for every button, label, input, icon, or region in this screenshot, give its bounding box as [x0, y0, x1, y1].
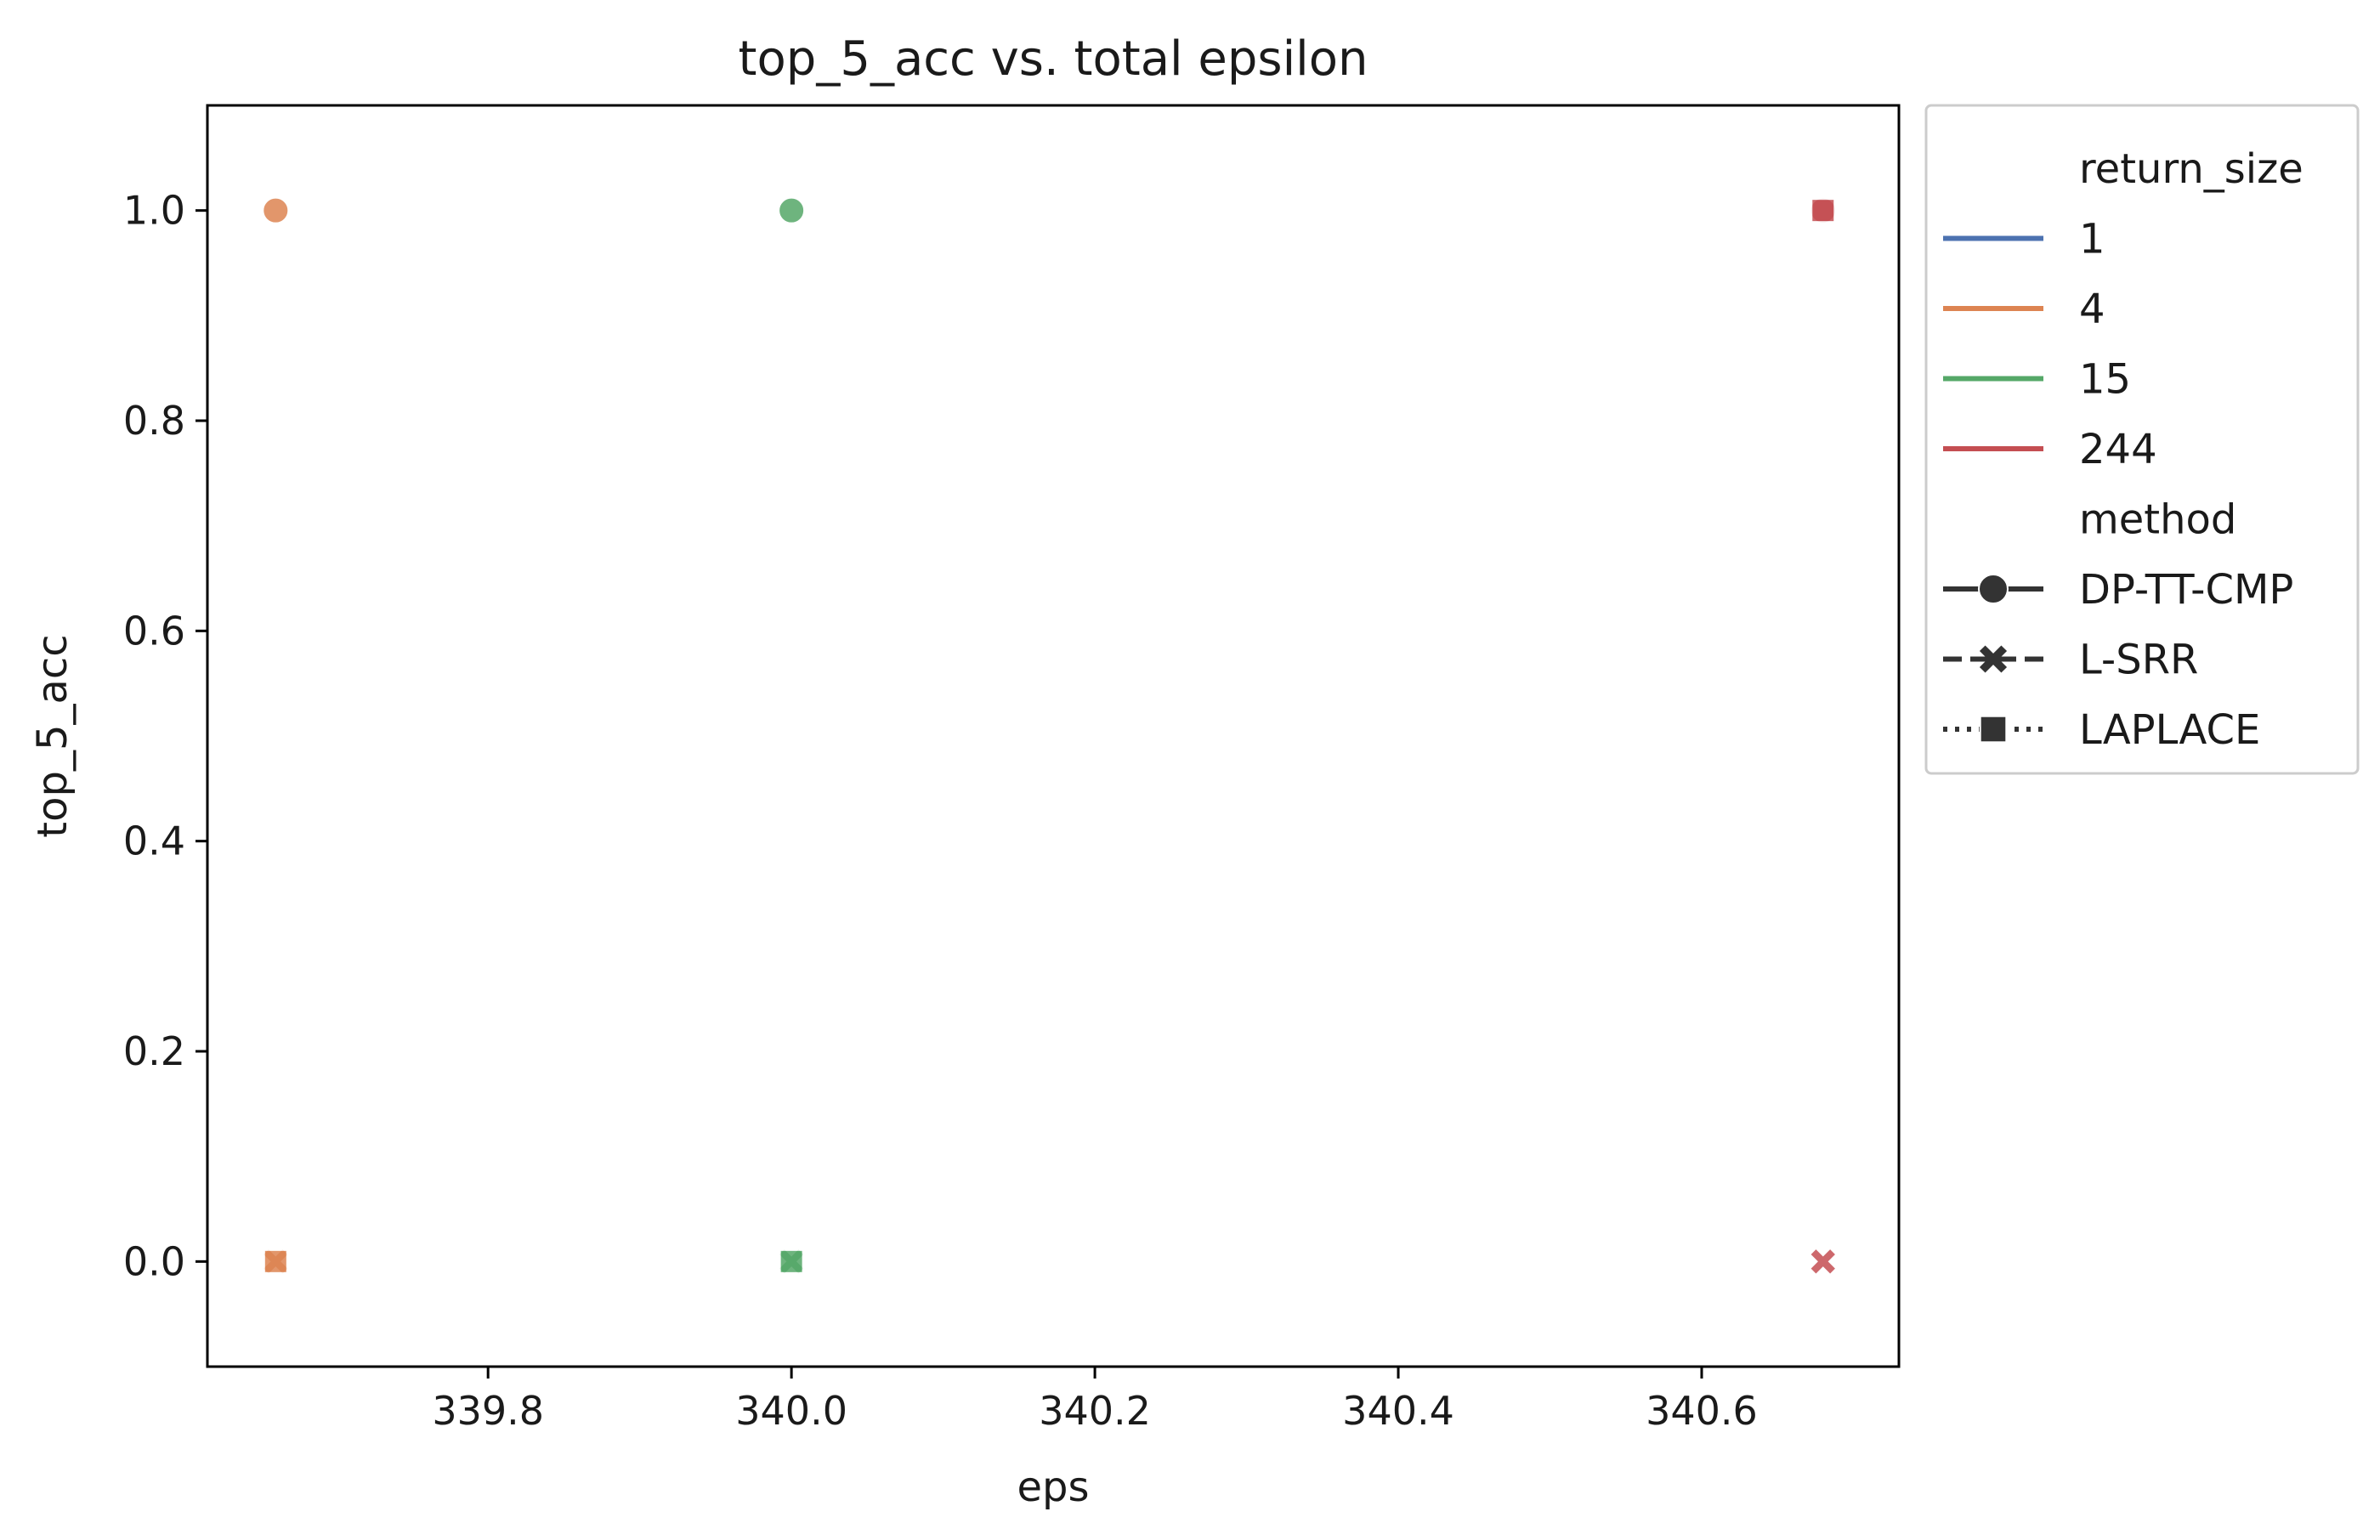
- data-point-l-srr-244: [1810, 1249, 1835, 1274]
- chart-title: top_5_acc vs. total epsilon: [739, 31, 1368, 87]
- y-tick-label: 1.0: [123, 188, 185, 234]
- legend-label-method-l-srr: L-SRR: [2079, 637, 2198, 684]
- x-tick-label: 340.6: [1646, 1388, 1758, 1434]
- x-tick-label: 340.0: [735, 1388, 847, 1434]
- x-tick-label: 340.2: [1039, 1388, 1151, 1434]
- legend-label-method-dp-tt-cmp: DP-TT-CMP: [2079, 566, 2293, 614]
- data-point-laplace-4: [263, 1248, 288, 1274]
- data-points: [262, 196, 1837, 1274]
- y-tick-label: 0.4: [123, 818, 185, 864]
- x-tick-label: 340.4: [1342, 1388, 1454, 1434]
- y-tick-label: 0.6: [123, 608, 185, 654]
- plot-frame: [206, 104, 1901, 1368]
- data-point-dp-tt-cmp-4: [262, 196, 290, 224]
- y-tick-label: 0.0: [123, 1238, 185, 1284]
- legend-items: return_size 1 4 15 244 method DP-TT-CMP L-SRR LA…: [1943, 145, 2304, 754]
- legend-box: [1924, 104, 2360, 775]
- plot-area: [206, 104, 1901, 1368]
- x-axis: 339.8 340.0 340.2 340.4 340.6: [432, 1367, 1758, 1434]
- legend: return_size 1 4 15 244 method DP-TT-CMP L-SRR LA…: [1924, 104, 2360, 775]
- legend-label-return-size-1: 1: [2079, 216, 2105, 263]
- y-tick-label: 0.2: [123, 1028, 185, 1074]
- legend-marker-method-dp-tt-cmp: [1978, 574, 2009, 604]
- legend-title-method: method: [2079, 496, 2236, 544]
- data-point-laplace-244: [1810, 198, 1836, 224]
- legend-label-return-size-15: 15: [2079, 356, 2131, 404]
- legend-label-method-laplace: LAPLACE: [2079, 706, 2260, 754]
- x-axis-label: eps: [1017, 1464, 1089, 1511]
- legend-marker-method-laplace: [1979, 715, 2008, 744]
- x-tick-label: 339.8: [432, 1388, 544, 1434]
- data-point-laplace-15: [779, 1248, 804, 1274]
- y-tick-label: 0.8: [123, 398, 185, 444]
- legend-label-return-size-4: 4: [2079, 286, 2105, 333]
- data-point-dp-tt-cmp-15: [778, 196, 806, 224]
- y-axis-label: top_5_acc: [29, 634, 76, 837]
- legend-marker-method-l-srr: [1979, 645, 2008, 673]
- y-axis: 0.0 0.2 0.4 0.6 0.8 1.0: [123, 188, 207, 1284]
- legend-label-return-size-244: 244: [2079, 426, 2157, 473]
- legend-title-return-size: return_size: [2079, 145, 2304, 193]
